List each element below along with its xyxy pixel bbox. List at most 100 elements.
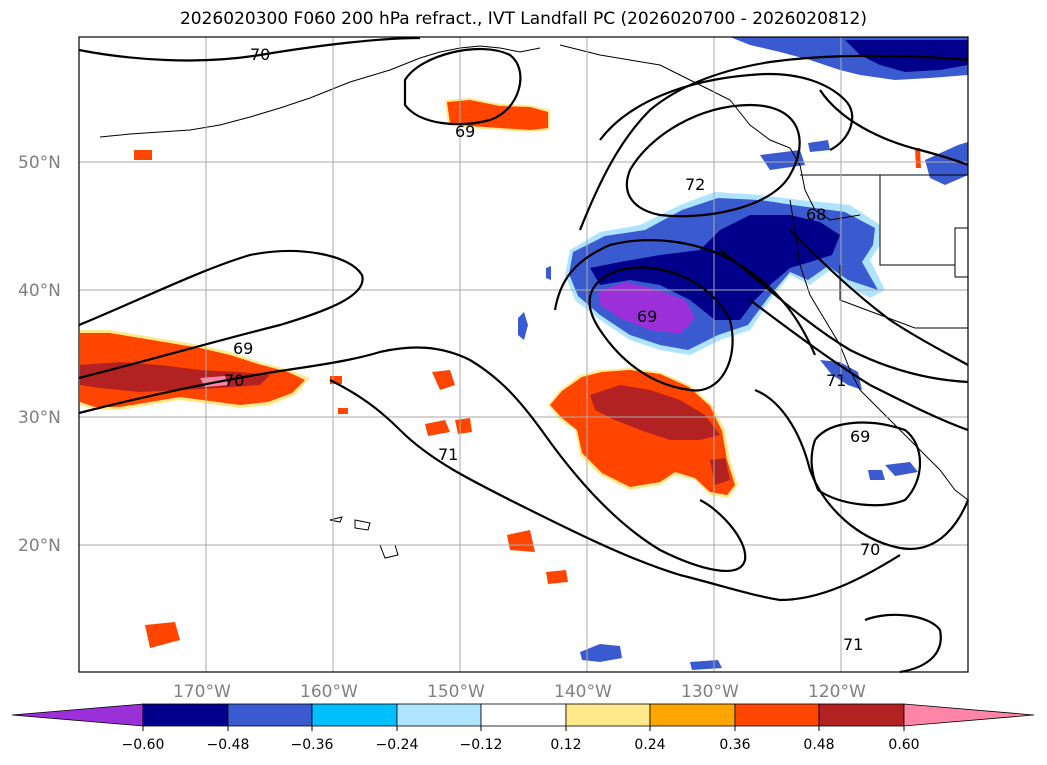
contour-label-71-southeast: 71 xyxy=(843,635,863,654)
contour-inner-tro xyxy=(553,239,817,356)
island-hawaii-2 xyxy=(354,519,371,531)
map-title: 2026020300 F060 200 hPa refract., IVT La… xyxy=(179,9,867,29)
cb-tick-label-3: −0.36 xyxy=(291,737,334,753)
shading-subtrop-firebrick-2 xyxy=(710,458,730,485)
contour-coast-1 xyxy=(719,249,969,384)
border-state-2 xyxy=(839,265,968,329)
colorbar-extend-right xyxy=(903,703,1035,727)
colorbar-segment-7 xyxy=(649,703,736,727)
coastline-uswest xyxy=(789,199,969,501)
cb-tick-label-9: 0.48 xyxy=(803,737,834,753)
contour-label-70-north: 70 xyxy=(250,45,270,64)
lon-label-120w: 120°W xyxy=(808,682,866,702)
contour-label-69-south: 69 xyxy=(850,427,870,446)
cb-tick-label-5: −0.12 xyxy=(460,737,503,753)
filled-shading xyxy=(80,37,968,670)
cb-tick-label-1: −0.60 xyxy=(122,737,165,753)
lat-label-40: 40°N xyxy=(18,281,61,301)
contour-label-72: 72 xyxy=(685,175,705,194)
contour-72-loop xyxy=(625,103,801,218)
map-frame xyxy=(78,36,969,673)
colorbar-segment-1 xyxy=(142,703,229,727)
contour-coast-3 xyxy=(789,229,969,366)
cb-tick-label-7: 0.24 xyxy=(634,737,665,753)
colorbar-segment-3 xyxy=(311,703,398,727)
shading-blue-blob-2 xyxy=(546,266,551,280)
border-state-3 xyxy=(954,227,969,278)
lon-label-140w: 140°W xyxy=(554,682,612,702)
colorbar-segment-9 xyxy=(818,703,905,727)
contour-69-gulf xyxy=(403,47,522,126)
shading-dot-5 xyxy=(134,150,152,160)
shading-subtrop-firebrick xyxy=(590,385,720,440)
shading-nepac-navy xyxy=(590,215,840,320)
shading-dot-1 xyxy=(432,370,455,390)
shading-dot-7 xyxy=(455,418,472,434)
latitude-labels: 50°N 40°N 30°N 20°N xyxy=(18,153,61,556)
shading-blue-blob-1 xyxy=(518,312,528,340)
contour-labels: 70 69 72 69 69 70 71 71 69 70 71 68 xyxy=(224,45,880,654)
cb-tick-label-2: −0.48 xyxy=(207,737,250,753)
colorbar xyxy=(11,703,1035,727)
shading-blue-blob-6 xyxy=(580,644,622,662)
contour-69-center xyxy=(588,266,734,392)
shading-dot-10 xyxy=(915,148,921,168)
colorbar-segment-5 xyxy=(480,703,567,727)
shading-blue-blob-8 xyxy=(808,140,830,152)
colorbar-ticks xyxy=(142,726,905,731)
contour-outer-2 xyxy=(578,54,969,231)
lon-label-150w: 150°W xyxy=(427,682,485,702)
shading-bc-blue xyxy=(925,142,968,185)
contour-coast-2 xyxy=(749,299,969,432)
contour-lines xyxy=(78,36,970,674)
contour-label-69-center: 69 xyxy=(637,307,657,326)
coastline-aleutians xyxy=(99,45,541,138)
contour-label-71-hawaii: 71 xyxy=(438,445,458,464)
contour-main-2 xyxy=(78,346,747,572)
colorbar-extend-left xyxy=(11,703,144,727)
contour-label-69-west: 69 xyxy=(233,339,253,358)
contour-coast-4 xyxy=(819,89,969,167)
contour-main-1 xyxy=(78,249,364,380)
shading-dot-4 xyxy=(546,570,568,584)
colorbar-tick-labels: −0.60 −0.48 −0.36 −0.24 −0.12 0.12 0.24 … xyxy=(122,737,920,753)
cb-tick-label-6: 0.12 xyxy=(550,737,581,753)
contour-label-68: 68 xyxy=(806,205,826,224)
colorbar-segment-6 xyxy=(565,703,651,727)
contour-71-south xyxy=(864,613,942,674)
lat-label-50: 50°N xyxy=(18,153,61,173)
lat-label-30: 30°N xyxy=(18,408,61,428)
shading-blue-blob-7 xyxy=(690,660,722,670)
cb-tick-label-10: 0.60 xyxy=(888,737,919,753)
shading-dot-9 xyxy=(338,408,348,414)
shading-nepac-purple xyxy=(598,282,695,334)
lon-label-170w: 170°W xyxy=(173,682,231,702)
lon-label-130w: 130°W xyxy=(681,682,739,702)
contour-label-71-coast: 71 xyxy=(826,371,846,390)
colorbar-segment-8 xyxy=(734,703,820,727)
shading-blue-blob-5 xyxy=(868,470,885,480)
contour-70-south xyxy=(754,388,970,551)
contour-label-69-gulf: 69 xyxy=(455,122,475,141)
longitude-labels: 170°W 160°W 150°W 140°W 130°W 120°W xyxy=(173,682,866,702)
shading-dot-2 xyxy=(145,622,180,648)
shading-dot-6 xyxy=(425,420,450,436)
contour-outer-1 xyxy=(599,73,854,151)
shading-dot-3 xyxy=(507,530,535,552)
contour-71 xyxy=(329,379,901,602)
colorbar-segment-2 xyxy=(227,703,313,727)
cb-tick-label-8: 0.36 xyxy=(719,737,750,753)
border-state-1 xyxy=(879,175,955,266)
lon-label-160w: 160°W xyxy=(300,682,358,702)
contour-label-70-south: 70 xyxy=(860,540,880,559)
contour-70-north xyxy=(78,36,421,62)
island-hawaii-1 xyxy=(329,516,343,523)
contour-label-70-west: 70 xyxy=(224,371,244,390)
shading-blue-blob-4 xyxy=(885,462,918,476)
lat-label-20: 20°N xyxy=(18,536,61,556)
cb-tick-label-4: −0.24 xyxy=(376,737,419,753)
coastline-alaska xyxy=(559,44,861,221)
colorbar-segment-4 xyxy=(396,703,482,727)
island-hawaii-3 xyxy=(379,544,399,559)
